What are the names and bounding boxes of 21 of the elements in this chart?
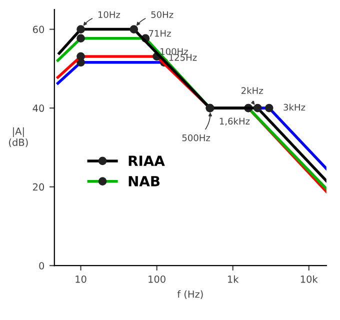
- y-axis-title: |A| (dB): [9, 127, 28, 148]
- y-tick-label: 40: [32, 104, 44, 112]
- annotation: 2kHz: [242, 87, 263, 94]
- y-tick-label: 60: [32, 26, 44, 34]
- annotation: 100Hz: [160, 48, 188, 55]
- legend-label: RIAA: [128, 156, 165, 166]
- x-tick-label: 10k: [300, 275, 318, 283]
- y-tick-label: 0: [39, 262, 44, 270]
- annotation: 10Hz: [98, 11, 120, 18]
- annotation: 71Hz: [149, 30, 171, 37]
- annotation: 1,6kHz: [220, 118, 250, 126]
- x-tick-label: 1k: [228, 275, 239, 283]
- legend-label: NAB: [128, 176, 160, 186]
- annotation: 125Hz: [169, 54, 197, 61]
- x-tick-label: 100: [148, 275, 166, 283]
- x-axis-title: f (Hz): [177, 290, 203, 299]
- annotation: 3kHz: [284, 104, 306, 111]
- annotation: 500Hz: [182, 134, 210, 142]
- y-tick-label: 20: [33, 183, 44, 191]
- x-tick-label: 10: [76, 275, 86, 283]
- annotation: 50Hz: [151, 11, 174, 18]
